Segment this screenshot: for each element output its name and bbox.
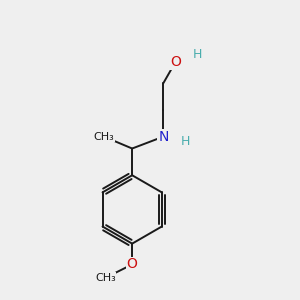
Text: H: H: [193, 48, 202, 62]
Text: CH₃: CH₃: [94, 132, 114, 142]
Text: O: O: [170, 55, 181, 69]
Text: H: H: [181, 135, 190, 148]
Text: O: O: [127, 257, 138, 272]
Text: CH₃: CH₃: [95, 273, 116, 283]
Text: N: N: [158, 130, 169, 144]
